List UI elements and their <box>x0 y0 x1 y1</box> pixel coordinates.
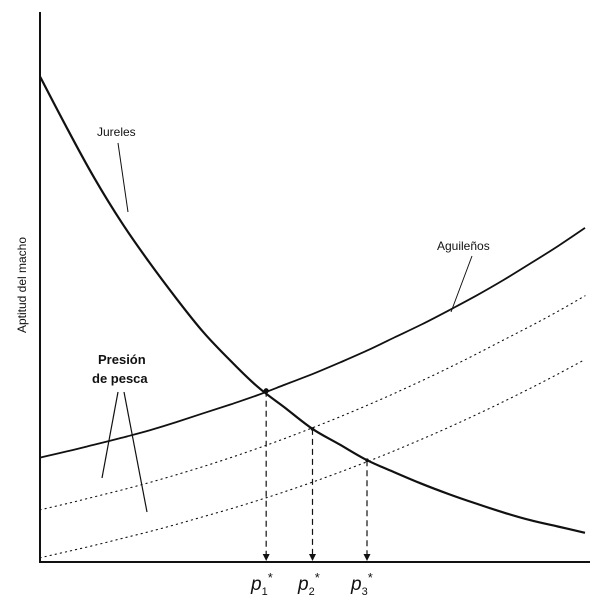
jureles-leader <box>117 142 129 213</box>
equilibrium-point-p2 <box>310 427 315 431</box>
aguilenos-label: Aguileños <box>437 239 490 253</box>
tick-label-p2: p2* <box>297 570 320 598</box>
arrowhead-p1 <box>262 554 270 561</box>
pressure-curve-1 <box>39 295 586 511</box>
aguilenos-leader <box>450 255 473 313</box>
equilibrium-drop-lines <box>262 388 371 561</box>
arrowhead-p3 <box>363 554 371 561</box>
presion-label-line2: de pesca <box>92 371 148 386</box>
presion-label-line1: Presión <box>98 352 146 367</box>
series-layer <box>39 75 586 559</box>
presion-leader-2 <box>123 391 148 513</box>
svg-text:p2*: p2* <box>297 570 320 598</box>
arrowhead-p2 <box>309 554 316 561</box>
jureles-label: Jureles <box>97 125 136 139</box>
tick-label-p1: p1* <box>250 570 273 598</box>
svg-text:p1*: p1* <box>250 570 273 598</box>
aguilenos-curve <box>39 227 586 459</box>
pressure-curve-2 <box>39 358 586 559</box>
y-axis-label: Aptitud del macho <box>15 237 29 333</box>
tick-label-p3: p3* <box>350 570 373 598</box>
svg-text:p3*: p3* <box>350 570 373 598</box>
equilibrium-point-p3 <box>365 458 369 463</box>
equilibrium-point-p1 <box>263 388 269 394</box>
presion-leader-1 <box>101 391 119 479</box>
